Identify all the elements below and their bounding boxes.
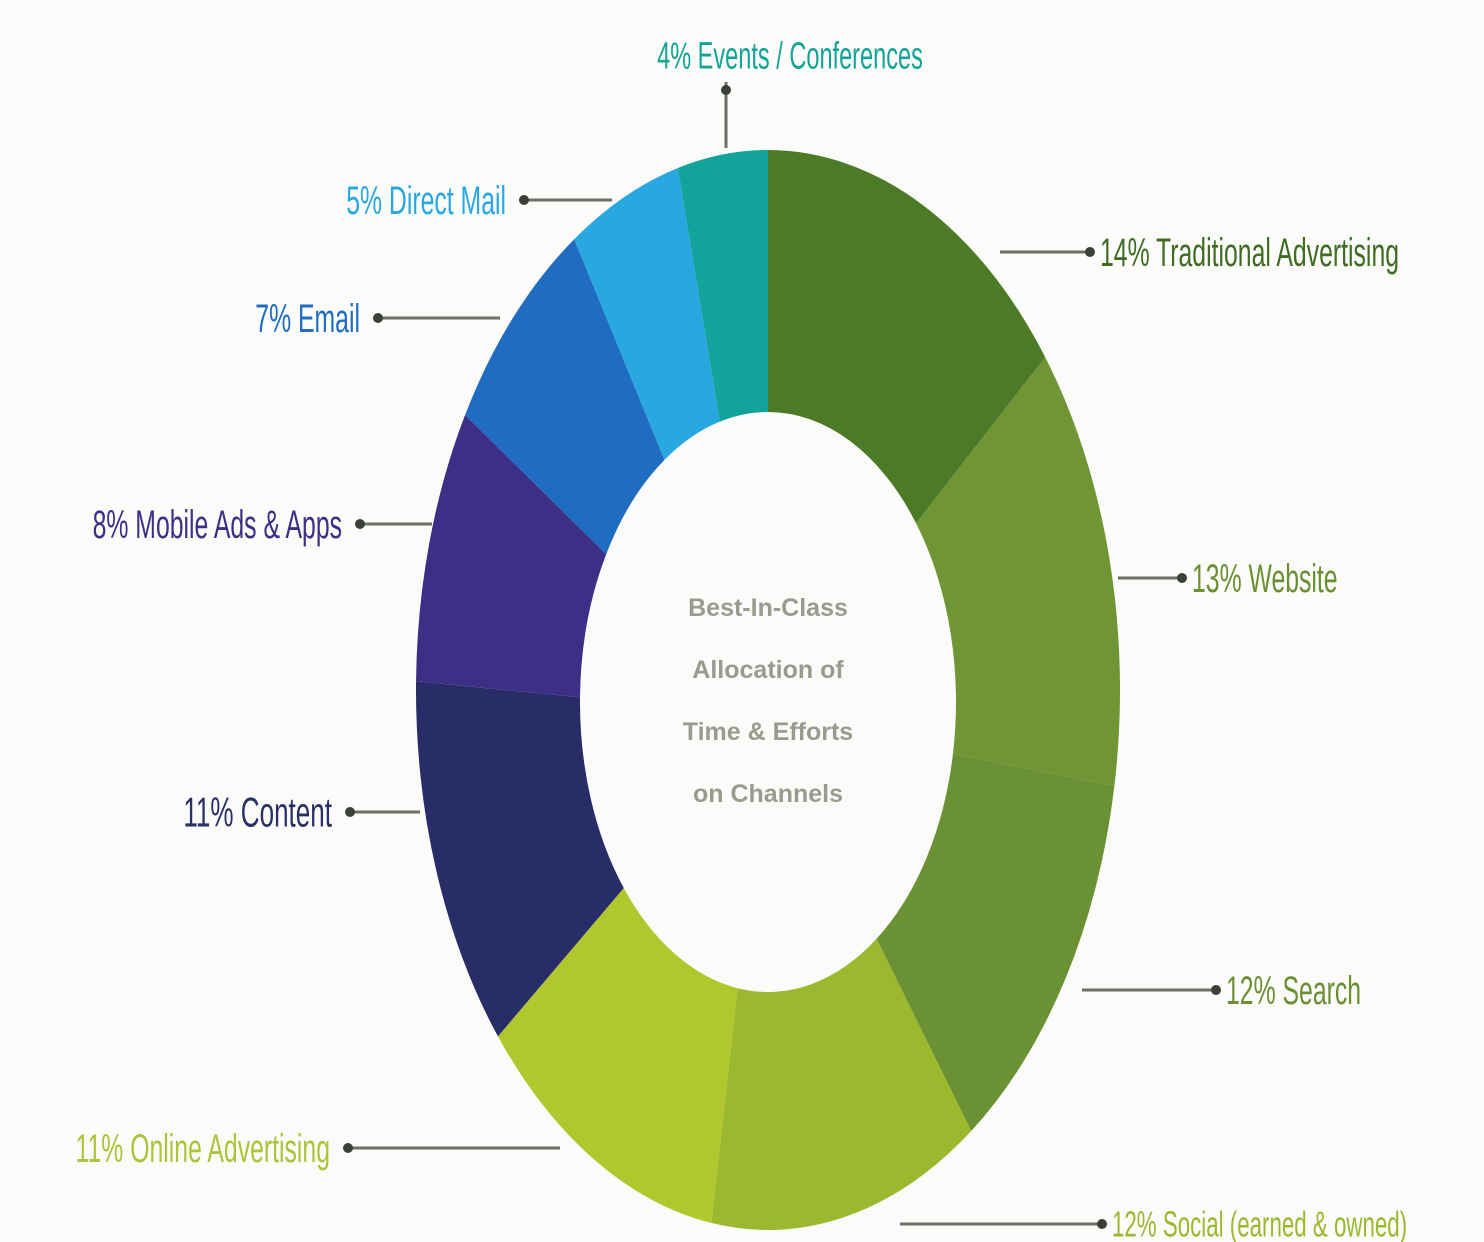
slice-label-3: 12% Search xyxy=(1226,969,1361,1013)
slice-8 xyxy=(465,239,665,555)
leader-dot-2 xyxy=(1177,573,1187,583)
slice-4 xyxy=(711,938,972,1230)
leader-dot-10 xyxy=(721,85,731,95)
slice-labels-group: 14% Traditional Advertising 13% Website 12… xyxy=(76,33,1408,1242)
center-title: Best-In-Class Allocation of Time & Effor… xyxy=(683,594,853,808)
slice-label-9: 5% Direct Mail xyxy=(346,179,506,223)
slice-label-6: 11% Content xyxy=(183,789,332,836)
leader-dot-9 xyxy=(519,195,529,205)
center-title-line-1: Best-In-Class xyxy=(688,594,848,622)
slice-7 xyxy=(416,414,607,698)
slice-5 xyxy=(497,888,738,1223)
slice-10 xyxy=(677,150,768,422)
slice-3 xyxy=(876,753,1115,1131)
leader-dot-4 xyxy=(1097,1219,1107,1229)
slice-1 xyxy=(768,150,1046,524)
slice-label-1: 14% Traditional Advertising xyxy=(1100,231,1399,275)
leader-lines-group xyxy=(343,82,1221,1229)
center-title-line-2: Allocation of xyxy=(692,656,844,684)
leader-dot-6 xyxy=(345,807,355,817)
leader-dot-5 xyxy=(343,1143,353,1153)
leader-dot-8 xyxy=(373,313,383,323)
leader-dot-1 xyxy=(1085,247,1095,257)
slice-6 xyxy=(416,681,624,1037)
slice-label-4: 12% Social (earned & owned) xyxy=(1112,1205,1407,1242)
slice-label-10: 4% Events / Conferences xyxy=(657,33,923,76)
slice-label-8: 7% Email xyxy=(255,297,360,341)
slices-group xyxy=(416,150,1121,1230)
center-title-line-4: on Channels xyxy=(693,780,843,808)
leader-dot-7 xyxy=(355,519,365,529)
leader-dot-3 xyxy=(1211,985,1221,995)
slice-2 xyxy=(916,357,1121,786)
center-title-line-3: Time & Efforts xyxy=(683,718,853,746)
slice-label-5: 11% Online Advertising xyxy=(76,1127,330,1171)
slice-label-2: 13% Website xyxy=(1192,557,1338,601)
slice-label-7: 8% Mobile Ads & Apps xyxy=(93,503,342,547)
slice-9 xyxy=(574,168,720,460)
